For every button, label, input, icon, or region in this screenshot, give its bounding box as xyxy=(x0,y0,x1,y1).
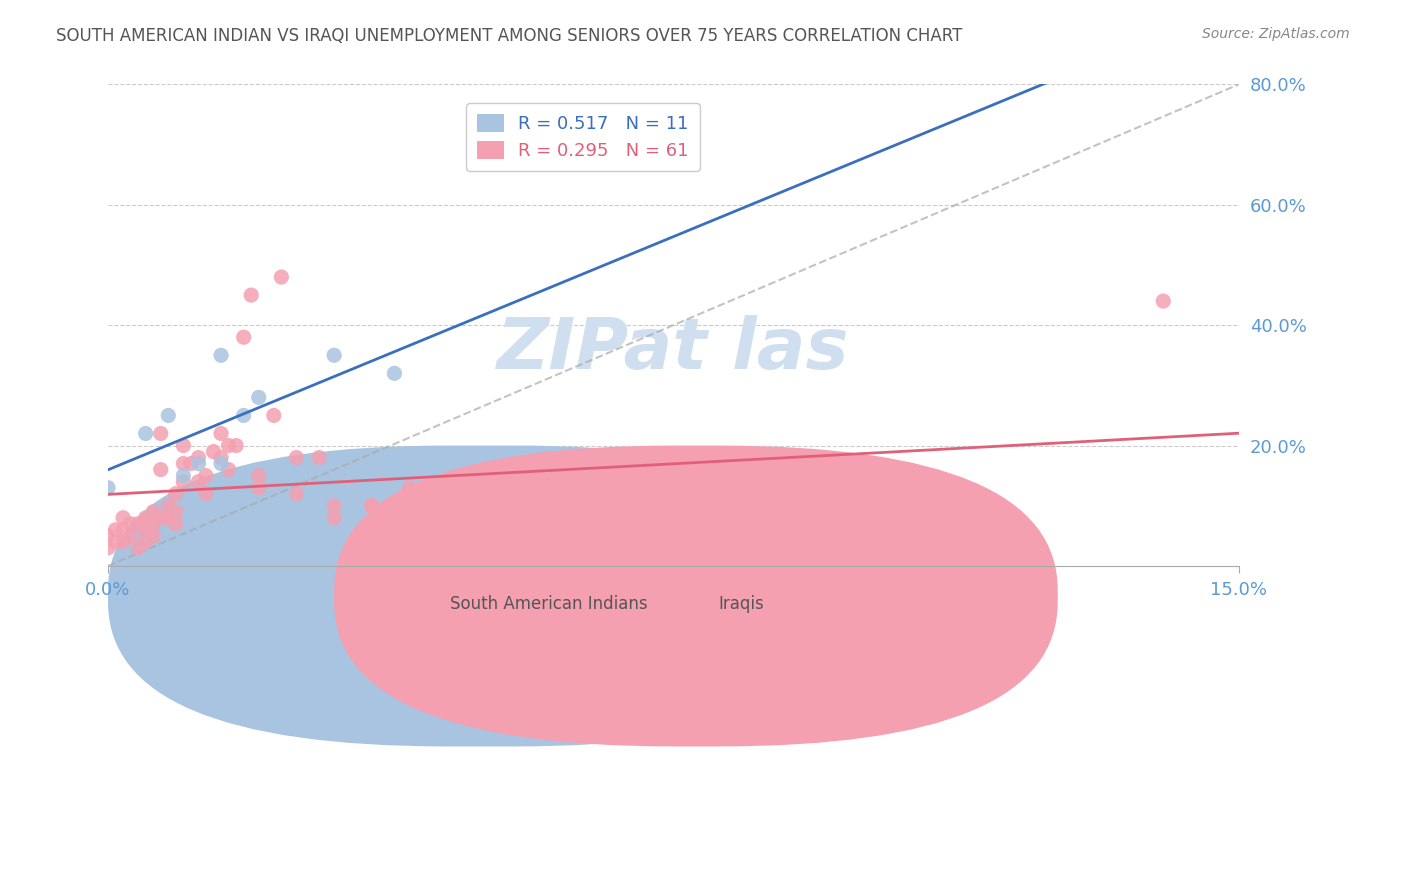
Point xyxy=(157,499,180,513)
Point xyxy=(142,529,165,543)
Point xyxy=(157,409,180,423)
Point xyxy=(851,510,873,524)
Point xyxy=(308,450,330,465)
Point xyxy=(202,444,225,458)
Point xyxy=(112,510,135,524)
Point xyxy=(149,510,172,524)
Point xyxy=(270,270,292,285)
Point xyxy=(360,499,382,513)
Point xyxy=(135,510,157,524)
Point xyxy=(165,505,187,519)
Point xyxy=(209,457,232,471)
Text: SOUTH AMERICAN INDIAN VS IRAQI UNEMPLOYMENT AMONG SENIORS OVER 75 YEARS CORRELAT: SOUTH AMERICAN INDIAN VS IRAQI UNEMPLOYM… xyxy=(56,27,963,45)
Point xyxy=(323,499,346,513)
Point xyxy=(775,510,797,524)
Point xyxy=(172,457,194,471)
Point xyxy=(104,534,127,549)
Point xyxy=(165,486,187,500)
Text: South American Indians: South American Indians xyxy=(450,595,648,613)
Point xyxy=(285,450,308,465)
Point xyxy=(104,523,127,537)
Point xyxy=(700,510,723,524)
Point xyxy=(209,450,232,465)
Point xyxy=(142,505,165,519)
Point xyxy=(263,409,285,423)
Text: ZIPat las: ZIPat las xyxy=(498,315,849,384)
Point xyxy=(360,499,382,513)
Point xyxy=(187,450,209,465)
Point xyxy=(240,288,263,302)
Point xyxy=(97,529,120,543)
Point xyxy=(1001,510,1024,524)
Text: Source: ZipAtlas.com: Source: ZipAtlas.com xyxy=(1202,27,1350,41)
Point xyxy=(97,541,120,555)
Point xyxy=(112,523,135,537)
Point xyxy=(247,391,270,405)
Point xyxy=(209,426,232,441)
Point xyxy=(218,462,240,476)
Point xyxy=(1152,294,1174,309)
Point xyxy=(172,438,194,452)
Point xyxy=(127,516,149,531)
Point xyxy=(135,523,157,537)
Point xyxy=(218,438,240,452)
Point xyxy=(165,516,187,531)
Point xyxy=(135,534,157,549)
Point xyxy=(127,541,149,555)
Point xyxy=(398,481,420,495)
Point xyxy=(285,486,308,500)
Point xyxy=(232,409,254,423)
Point xyxy=(474,486,496,500)
Point xyxy=(149,426,172,441)
Point xyxy=(135,426,157,441)
Point xyxy=(323,510,346,524)
FancyBboxPatch shape xyxy=(108,445,855,747)
Text: Iraqis: Iraqis xyxy=(718,595,763,613)
Point xyxy=(149,462,172,476)
Point xyxy=(187,475,209,489)
Point xyxy=(194,468,217,483)
Point xyxy=(187,457,209,471)
Point xyxy=(474,510,496,524)
Point xyxy=(384,367,406,381)
Point xyxy=(624,510,647,524)
Point xyxy=(209,348,232,362)
Point xyxy=(120,529,142,543)
Point xyxy=(142,516,165,531)
Legend: R = 0.517   N = 11, R = 0.295   N = 61: R = 0.517 N = 11, R = 0.295 N = 61 xyxy=(465,103,700,170)
FancyBboxPatch shape xyxy=(335,445,1057,747)
Point xyxy=(194,486,217,500)
Point xyxy=(232,330,254,344)
Point xyxy=(97,481,120,495)
Point xyxy=(323,348,346,362)
Point xyxy=(112,534,135,549)
Point xyxy=(180,457,202,471)
Point xyxy=(225,438,247,452)
Point xyxy=(157,510,180,524)
Point xyxy=(247,468,270,483)
Point xyxy=(172,475,194,489)
Point xyxy=(247,481,270,495)
Point xyxy=(120,516,142,531)
Point xyxy=(172,468,194,483)
